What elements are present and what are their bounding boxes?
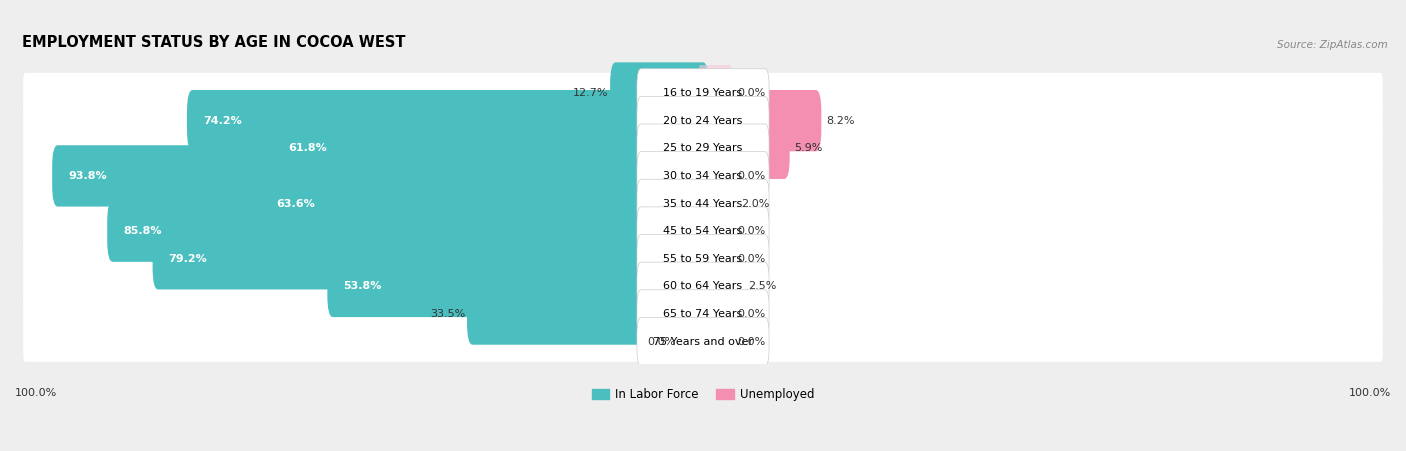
FancyBboxPatch shape [697,228,733,290]
FancyBboxPatch shape [637,290,769,338]
Text: 100.0%: 100.0% [15,388,58,398]
FancyBboxPatch shape [637,262,769,311]
FancyBboxPatch shape [24,322,1382,362]
FancyBboxPatch shape [610,62,709,124]
FancyBboxPatch shape [697,283,733,345]
FancyBboxPatch shape [273,118,709,179]
Text: 60 to 64 Years: 60 to 64 Years [664,281,742,291]
FancyBboxPatch shape [328,256,709,317]
FancyBboxPatch shape [24,73,1382,113]
Text: 2.5%: 2.5% [748,281,776,291]
Text: 63.6%: 63.6% [276,198,315,208]
Text: 65 to 74 Years: 65 to 74 Years [664,309,742,319]
Text: 45 to 54 Years: 45 to 54 Years [664,226,742,236]
Text: 79.2%: 79.2% [169,254,207,264]
Text: 2.0%: 2.0% [741,198,769,208]
Text: 33.5%: 33.5% [430,309,465,319]
Text: Source: ZipAtlas.com: Source: ZipAtlas.com [1278,41,1388,51]
Text: 12.7%: 12.7% [574,88,609,98]
FancyBboxPatch shape [24,211,1382,251]
FancyBboxPatch shape [187,90,709,152]
FancyBboxPatch shape [697,62,733,124]
FancyBboxPatch shape [679,319,706,364]
Text: 74.2%: 74.2% [202,115,242,126]
Text: EMPLOYMENT STATUS BY AGE IN COCOA WEST: EMPLOYMENT STATUS BY AGE IN COCOA WEST [22,36,405,51]
Text: 0.0%: 0.0% [737,309,766,319]
FancyBboxPatch shape [24,239,1382,279]
FancyBboxPatch shape [637,152,769,200]
Text: 0.0%: 0.0% [737,171,766,181]
FancyBboxPatch shape [697,311,733,373]
FancyBboxPatch shape [260,173,709,234]
Legend: In Labor Force, Unemployed: In Labor Force, Unemployed [586,383,820,405]
FancyBboxPatch shape [637,318,769,366]
Text: 93.8%: 93.8% [67,171,107,181]
Text: 0.0%: 0.0% [737,88,766,98]
Text: 61.8%: 61.8% [288,143,326,153]
Text: 0.0%: 0.0% [737,337,766,347]
FancyBboxPatch shape [24,184,1382,224]
Text: 0.0%: 0.0% [737,254,766,264]
Text: 25 to 29 Years: 25 to 29 Years [664,143,742,153]
FancyBboxPatch shape [637,124,769,173]
Text: 75 Years and over: 75 Years and over [652,337,754,347]
Text: 5.9%: 5.9% [794,143,823,153]
FancyBboxPatch shape [637,179,769,228]
FancyBboxPatch shape [467,283,709,345]
FancyBboxPatch shape [637,235,769,283]
FancyBboxPatch shape [637,97,769,145]
FancyBboxPatch shape [52,145,709,207]
Text: 85.8%: 85.8% [122,226,162,236]
FancyBboxPatch shape [697,201,733,262]
FancyBboxPatch shape [697,90,821,152]
Text: 20 to 24 Years: 20 to 24 Years [664,115,742,126]
Text: 8.2%: 8.2% [827,115,855,126]
Text: 55 to 59 Years: 55 to 59 Years [664,254,742,264]
Text: 16 to 19 Years: 16 to 19 Years [664,88,742,98]
FancyBboxPatch shape [24,294,1382,334]
FancyBboxPatch shape [697,145,733,207]
FancyBboxPatch shape [24,101,1382,141]
FancyBboxPatch shape [153,228,709,290]
FancyBboxPatch shape [697,256,742,317]
FancyBboxPatch shape [24,156,1382,196]
FancyBboxPatch shape [24,266,1382,307]
FancyBboxPatch shape [107,201,709,262]
Text: 0.0%: 0.0% [737,226,766,236]
FancyBboxPatch shape [24,128,1382,169]
FancyBboxPatch shape [697,118,790,179]
Text: 100.0%: 100.0% [1348,388,1391,398]
Text: 35 to 44 Years: 35 to 44 Years [664,198,742,208]
Text: 0.0%: 0.0% [647,337,675,347]
Text: 30 to 34 Years: 30 to 34 Years [664,171,742,181]
FancyBboxPatch shape [637,207,769,255]
FancyBboxPatch shape [637,69,769,117]
Text: 53.8%: 53.8% [343,281,381,291]
FancyBboxPatch shape [697,173,735,234]
